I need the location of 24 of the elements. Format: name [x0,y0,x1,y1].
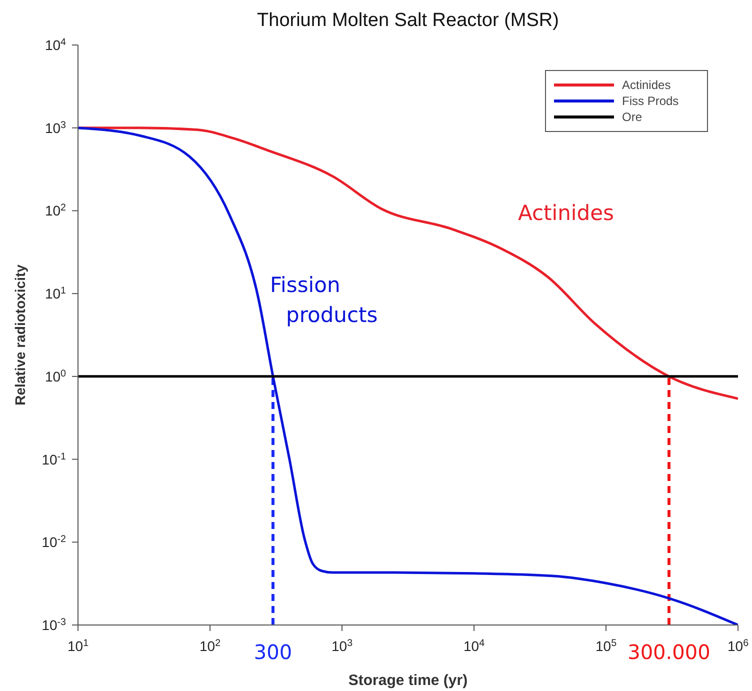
x-tick-label: 10$^{5}$ [595,638,618,654]
annotation: Actinides [518,200,614,227]
annotation: Fission products [270,272,378,329]
x-tick-label: 10$^{2}$ [199,638,221,654]
y-tick-label: 10$^{0}$ [44,368,67,384]
x-tick-label: 10$^{3}$ [331,638,354,654]
y-tick-label: 10$^{1}$ [44,285,66,302]
y-tick-label: 10$^{3}$ [44,119,67,136]
x-tick-label: 10$^{1}$ [67,638,89,654]
legend-label: Actinides [622,78,671,92]
y-tick-label: 10$^{2}$ [44,202,66,219]
x-tick-label: 10$^{6}$ [727,638,750,654]
y-tick-label: 10$^{-2}$ [42,534,66,550]
y-tick-label: 10$^{4}$ [44,36,67,53]
ref-line-label: 300.000 [628,640,710,664]
chart-title: Thorium Molten Salt Reactor (MSR) [256,10,560,32]
legend-label: Fiss Prods [622,94,679,108]
y-tick-label: 10$^{-3}$ [42,616,67,633]
x-tick-label: 10$^{4}$ [463,638,486,654]
y-tick-label: 10$^{-1}$ [42,450,66,468]
ref-line-label: 300 [254,640,292,664]
legend-label: Ore [622,110,642,124]
y-axis-title: Relative radiotoxicity [12,264,28,406]
x-axis-title: Storage time (yr) [348,672,468,689]
